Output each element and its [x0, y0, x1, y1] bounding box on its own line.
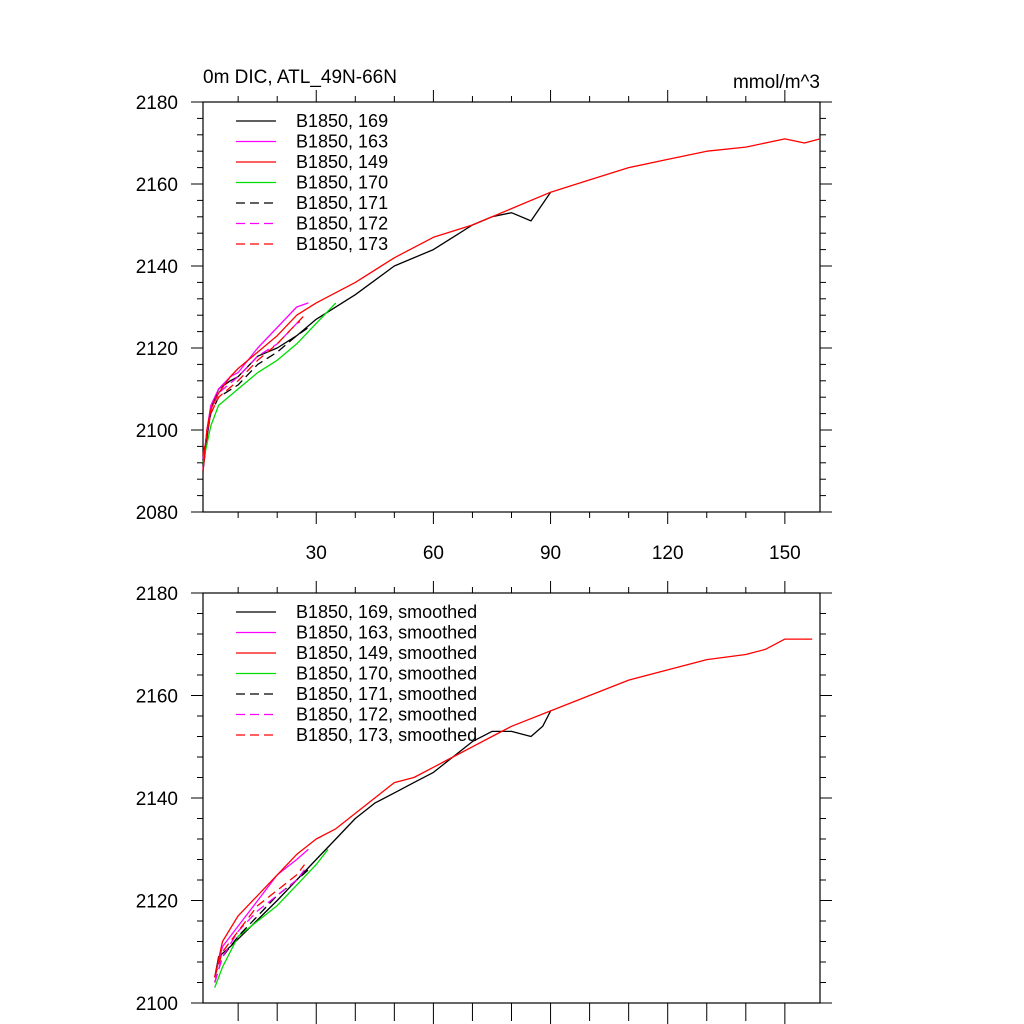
chart-title: 0m DIC, ATL_49N-66N	[203, 67, 397, 88]
legend-label: B1850, 163, smoothed	[296, 623, 477, 643]
series-line-3	[202, 302, 337, 463]
series-line-2	[202, 138, 821, 472]
y-tick-label: 2180	[136, 584, 178, 605]
chart-panel-bottom: 2100 2120 2140 2160 2180 B1850, 169, smoothed…	[136, 581, 832, 1024]
y-tick-label: 2140	[136, 789, 178, 810]
legend-label: B1850, 149	[296, 152, 388, 172]
x-tick-label: 150	[769, 543, 801, 564]
legend-label: B1850, 169	[296, 111, 388, 131]
y-tick-label: 2140	[136, 257, 178, 278]
legend-label: B1850, 149, smoothed	[296, 643, 477, 663]
series-line-3	[214, 848, 329, 988]
legend-label: B1850, 169, smoothed	[296, 602, 477, 622]
y-tick-label: 2120	[136, 892, 178, 913]
legend-label: B1850, 171, smoothed	[296, 684, 477, 704]
legend-label: B1850, 163	[296, 132, 388, 152]
x-tick-label: 30	[306, 543, 327, 564]
y-tick-label: 2080	[136, 503, 178, 524]
y-tick-label: 2160	[136, 175, 178, 196]
x-tick-label: 90	[540, 543, 561, 564]
legend-label: B1850, 170	[296, 173, 388, 193]
legend-label: B1850, 171	[296, 193, 388, 213]
series-line-1	[214, 848, 309, 978]
x-tick-label: 60	[423, 543, 444, 564]
y-tick-label: 2100	[136, 421, 178, 442]
series-line-6	[202, 314, 305, 455]
legend-label: B1850, 170, smoothed	[296, 664, 477, 684]
units-label: mmol/m^3	[733, 72, 820, 93]
y-tick-label: 2180	[136, 93, 178, 114]
y-tick-label: 2100	[136, 994, 178, 1015]
y-tick-label: 2120	[136, 339, 178, 360]
legend-label: B1850, 172, smoothed	[296, 705, 477, 725]
series-line-6	[214, 864, 306, 978]
legend-label: B1850, 173	[296, 234, 388, 254]
legend-label: B1850, 173, smoothed	[296, 725, 477, 745]
legend-label: B1850, 172	[296, 214, 388, 234]
series-line-2	[214, 638, 813, 978]
series-line-5	[214, 869, 306, 983]
series-line-0	[214, 710, 552, 978]
chart-panel-top: 2080 2100 2120 2140 2160 2180 30 60 90 120 150 0m D…	[136, 67, 832, 564]
y-tick-label: 2160	[136, 687, 178, 708]
x-tick-label: 120	[652, 543, 684, 564]
